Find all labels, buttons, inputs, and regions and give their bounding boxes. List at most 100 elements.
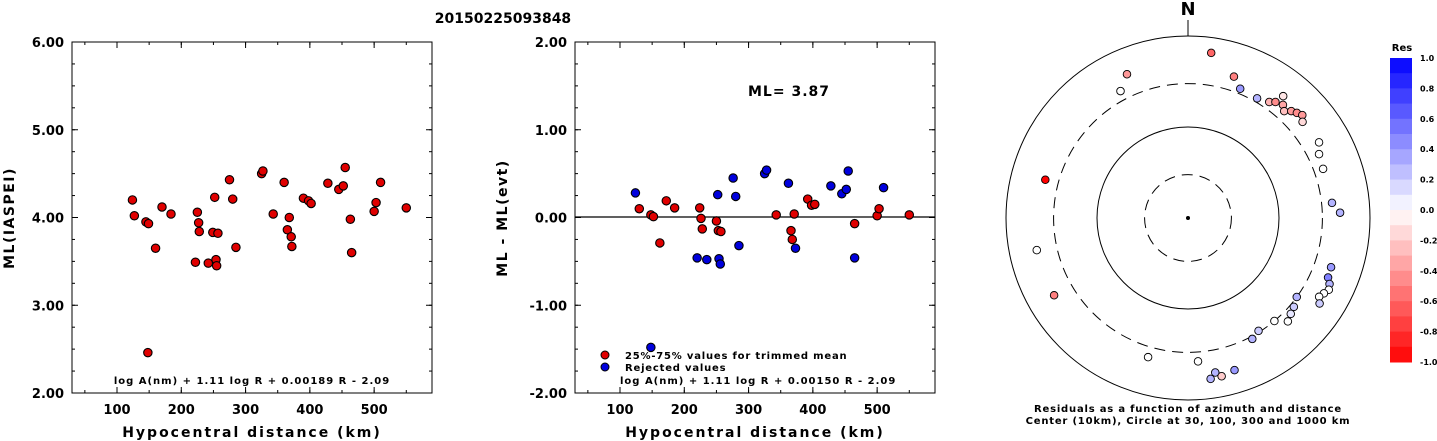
data-point	[287, 241, 297, 252]
azimuth-residual-map: N Residuals as a function of azimuth and…	[1005, 0, 1371, 427]
station-point	[1248, 334, 1257, 344]
data-point	[268, 209, 278, 219]
colorbar-cell	[1390, 240, 1412, 257]
colorbar-label: -0.6	[1420, 297, 1437, 306]
station-point	[1271, 97, 1280, 107]
data-point	[213, 228, 223, 239]
data-point	[715, 259, 726, 269]
data-point	[728, 173, 738, 183]
x-tick-label: 300	[735, 403, 762, 418]
data-point	[193, 218, 204, 228]
data-point	[697, 224, 708, 234]
data-point	[786, 225, 796, 236]
legend-label-trimmed: 25%-75% values for trimmed mean	[625, 351, 847, 362]
data-point	[203, 258, 214, 268]
station-point	[1217, 372, 1226, 381]
station-point	[1116, 86, 1125, 96]
data-point	[282, 225, 293, 235]
data-point	[129, 210, 140, 221]
data-point	[730, 191, 741, 202]
data-point	[692, 253, 702, 263]
data-point	[661, 196, 672, 206]
data-point	[306, 198, 316, 209]
data-point	[655, 238, 665, 248]
y-tick-label: 2.00	[32, 387, 64, 402]
x-tick-label: 200	[168, 403, 195, 418]
colorbar-label: 0.6	[1420, 115, 1435, 124]
colorbar-label: -0.2	[1420, 236, 1437, 245]
colorbar-label: 1.0	[1420, 54, 1435, 63]
data-point	[646, 342, 656, 353]
caption-line-2: Center (10km), Circle at 30, 100, 300 an…	[1026, 416, 1351, 427]
data-point	[789, 209, 799, 219]
data-point	[166, 209, 176, 219]
colorbar-cell	[1390, 194, 1412, 211]
colorbar-label: 0.4	[1420, 145, 1435, 154]
colorbar-label: 0.2	[1420, 176, 1434, 185]
data-point	[127, 195, 138, 205]
data-point	[157, 202, 167, 212]
x-tick-label: 400	[296, 403, 323, 418]
x-tick-label: 300	[232, 403, 259, 418]
station-point	[1292, 292, 1301, 302]
colorbar-label: 0.0	[1420, 206, 1435, 215]
data-point	[209, 192, 220, 203]
data-point	[231, 242, 241, 253]
station-point	[1279, 106, 1289, 116]
data-point	[716, 226, 726, 237]
station-point	[1298, 117, 1307, 127]
y-axis-label: ML(IASPEI)	[2, 167, 18, 269]
data-point	[696, 213, 706, 224]
data-point	[694, 203, 705, 213]
data-point	[143, 218, 154, 229]
colorbar-cell	[1390, 134, 1412, 150]
y-tick-label: 2.00	[535, 36, 567, 51]
y-tick-label: 0.00	[535, 212, 567, 227]
data-point	[192, 207, 203, 217]
colorbar-cell	[1390, 270, 1412, 287]
x-tick-label: 100	[606, 403, 633, 418]
caption-line-1: Residuals as a function of azimuth and d…	[1034, 404, 1342, 415]
station-point	[1235, 84, 1245, 94]
station-point	[1335, 208, 1345, 217]
y-tick-label: 3.00	[32, 299, 64, 314]
colorbar-cell	[1390, 179, 1412, 196]
y-tick-label: 1.00	[535, 124, 567, 139]
ml-value-label: ML= 3.87	[748, 84, 830, 100]
legend-marker-rejected	[600, 362, 610, 372]
data-point	[874, 203, 884, 214]
station-point	[1254, 326, 1263, 336]
station-point	[1206, 48, 1216, 58]
station-point	[1122, 70, 1132, 79]
station-point	[1286, 309, 1296, 319]
y-tick-label: 4.00	[32, 212, 64, 227]
data-point	[284, 212, 295, 223]
colorbar-label: -0.8	[1420, 328, 1437, 337]
data-point	[712, 189, 723, 200]
residual-vs-distance-plot: ML - ML(evt) Hypocentral distance (km) M…	[495, 36, 936, 441]
colorbar-label: 0.8	[1420, 84, 1435, 93]
x-tick-label: 500	[864, 403, 891, 418]
data-point	[227, 194, 238, 204]
station-point	[1041, 175, 1050, 185]
data-point	[771, 210, 781, 220]
station-point	[1326, 263, 1336, 272]
y-tick-label: 6.00	[32, 36, 64, 51]
data-point	[783, 178, 794, 189]
colorbar-cell	[1390, 73, 1412, 89]
colorbar-cell	[1390, 103, 1412, 120]
colorbar-cell	[1390, 149, 1412, 165]
station-point	[1318, 164, 1328, 174]
x-tick-label: 500	[361, 403, 388, 418]
y-tick-label: -1.00	[530, 299, 567, 314]
station-point	[1315, 299, 1324, 308]
x-tick-label: 400	[799, 403, 826, 418]
station-point	[1049, 291, 1059, 300]
data-point	[279, 177, 289, 188]
data-point	[711, 216, 722, 226]
data-point	[878, 182, 889, 193]
plot-frame	[71, 41, 433, 394]
legend-marker-trimmed	[600, 350, 610, 360]
distance-ring	[1053, 83, 1323, 353]
x-tick-label: 100	[103, 403, 130, 418]
